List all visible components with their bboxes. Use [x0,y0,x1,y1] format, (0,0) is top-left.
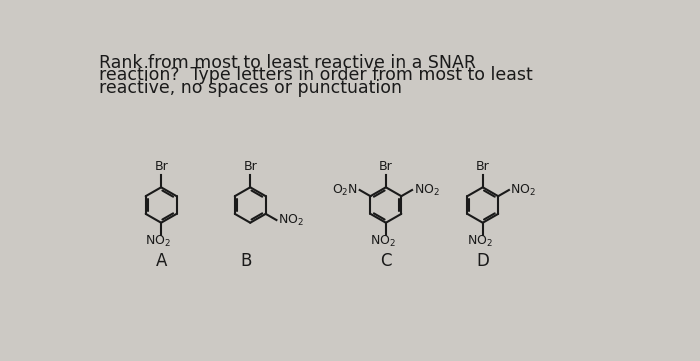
Text: D: D [476,252,489,270]
Text: NO$_2$: NO$_2$ [510,182,536,197]
Text: A: A [155,252,167,270]
Text: NO$_2$: NO$_2$ [467,234,493,249]
Text: NO$_2$: NO$_2$ [145,234,171,249]
Text: NO$_2$: NO$_2$ [370,234,395,249]
Text: reactive, no spaces or punctuation: reactive, no spaces or punctuation [99,79,402,97]
Text: Br: Br [244,160,257,173]
Text: C: C [380,252,391,270]
Text: Br: Br [379,160,393,173]
Text: Rank from most to least reactive in a SNAR: Rank from most to least reactive in a SN… [99,54,476,72]
Text: B: B [241,252,252,270]
Text: NO$_2$: NO$_2$ [278,213,304,227]
Text: NO$_2$: NO$_2$ [414,182,440,197]
Text: Br: Br [154,160,168,173]
Text: reaction?  Type letters in order from most to least: reaction? Type letters in order from mos… [99,66,533,84]
Text: Br: Br [476,160,489,173]
Text: O$_2$N: O$_2$N [332,182,358,197]
